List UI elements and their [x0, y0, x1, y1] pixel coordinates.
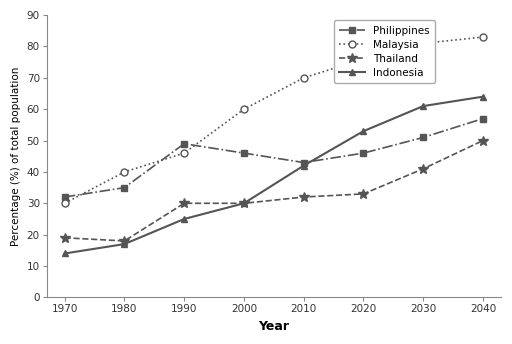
Line: Philippines: Philippines: [61, 116, 486, 200]
Malaysia: [480, 35, 486, 39]
X-axis label: Year: Year: [259, 320, 289, 333]
Indonesia: [480, 95, 486, 99]
Thailand: [420, 167, 426, 171]
Thailand: [61, 236, 68, 240]
Line: Thailand: Thailand: [60, 136, 488, 246]
Philippines: [301, 160, 307, 164]
Philippines: [480, 117, 486, 121]
Malaysia: [420, 41, 426, 45]
Thailand: [360, 192, 367, 196]
Philippines: [121, 185, 127, 190]
Malaysia: [301, 76, 307, 80]
Malaysia: [360, 57, 367, 61]
Philippines: [420, 136, 426, 140]
Malaysia: [121, 170, 127, 174]
Indonesia: [360, 129, 367, 133]
Indonesia: [420, 104, 426, 108]
Thailand: [480, 139, 486, 143]
Malaysia: [241, 107, 247, 111]
Indonesia: [121, 242, 127, 246]
Thailand: [301, 195, 307, 199]
Philippines: [241, 151, 247, 155]
Philippines: [61, 195, 68, 199]
Indonesia: [61, 251, 68, 256]
Line: Indonesia: Indonesia: [61, 93, 486, 257]
Indonesia: [181, 217, 187, 221]
Thailand: [181, 201, 187, 205]
Philippines: [181, 142, 187, 146]
Malaysia: [61, 201, 68, 205]
Legend: Philippines, Malaysia, Thailand, Indonesia: Philippines, Malaysia, Thailand, Indones…: [333, 20, 435, 83]
Thailand: [121, 239, 127, 243]
Thailand: [241, 201, 247, 205]
Philippines: [360, 151, 367, 155]
Line: Malaysia: Malaysia: [61, 34, 486, 207]
Malaysia: [181, 151, 187, 155]
Y-axis label: Percentage (%) of total population: Percentage (%) of total population: [11, 66, 21, 246]
Indonesia: [241, 201, 247, 205]
Indonesia: [301, 164, 307, 168]
